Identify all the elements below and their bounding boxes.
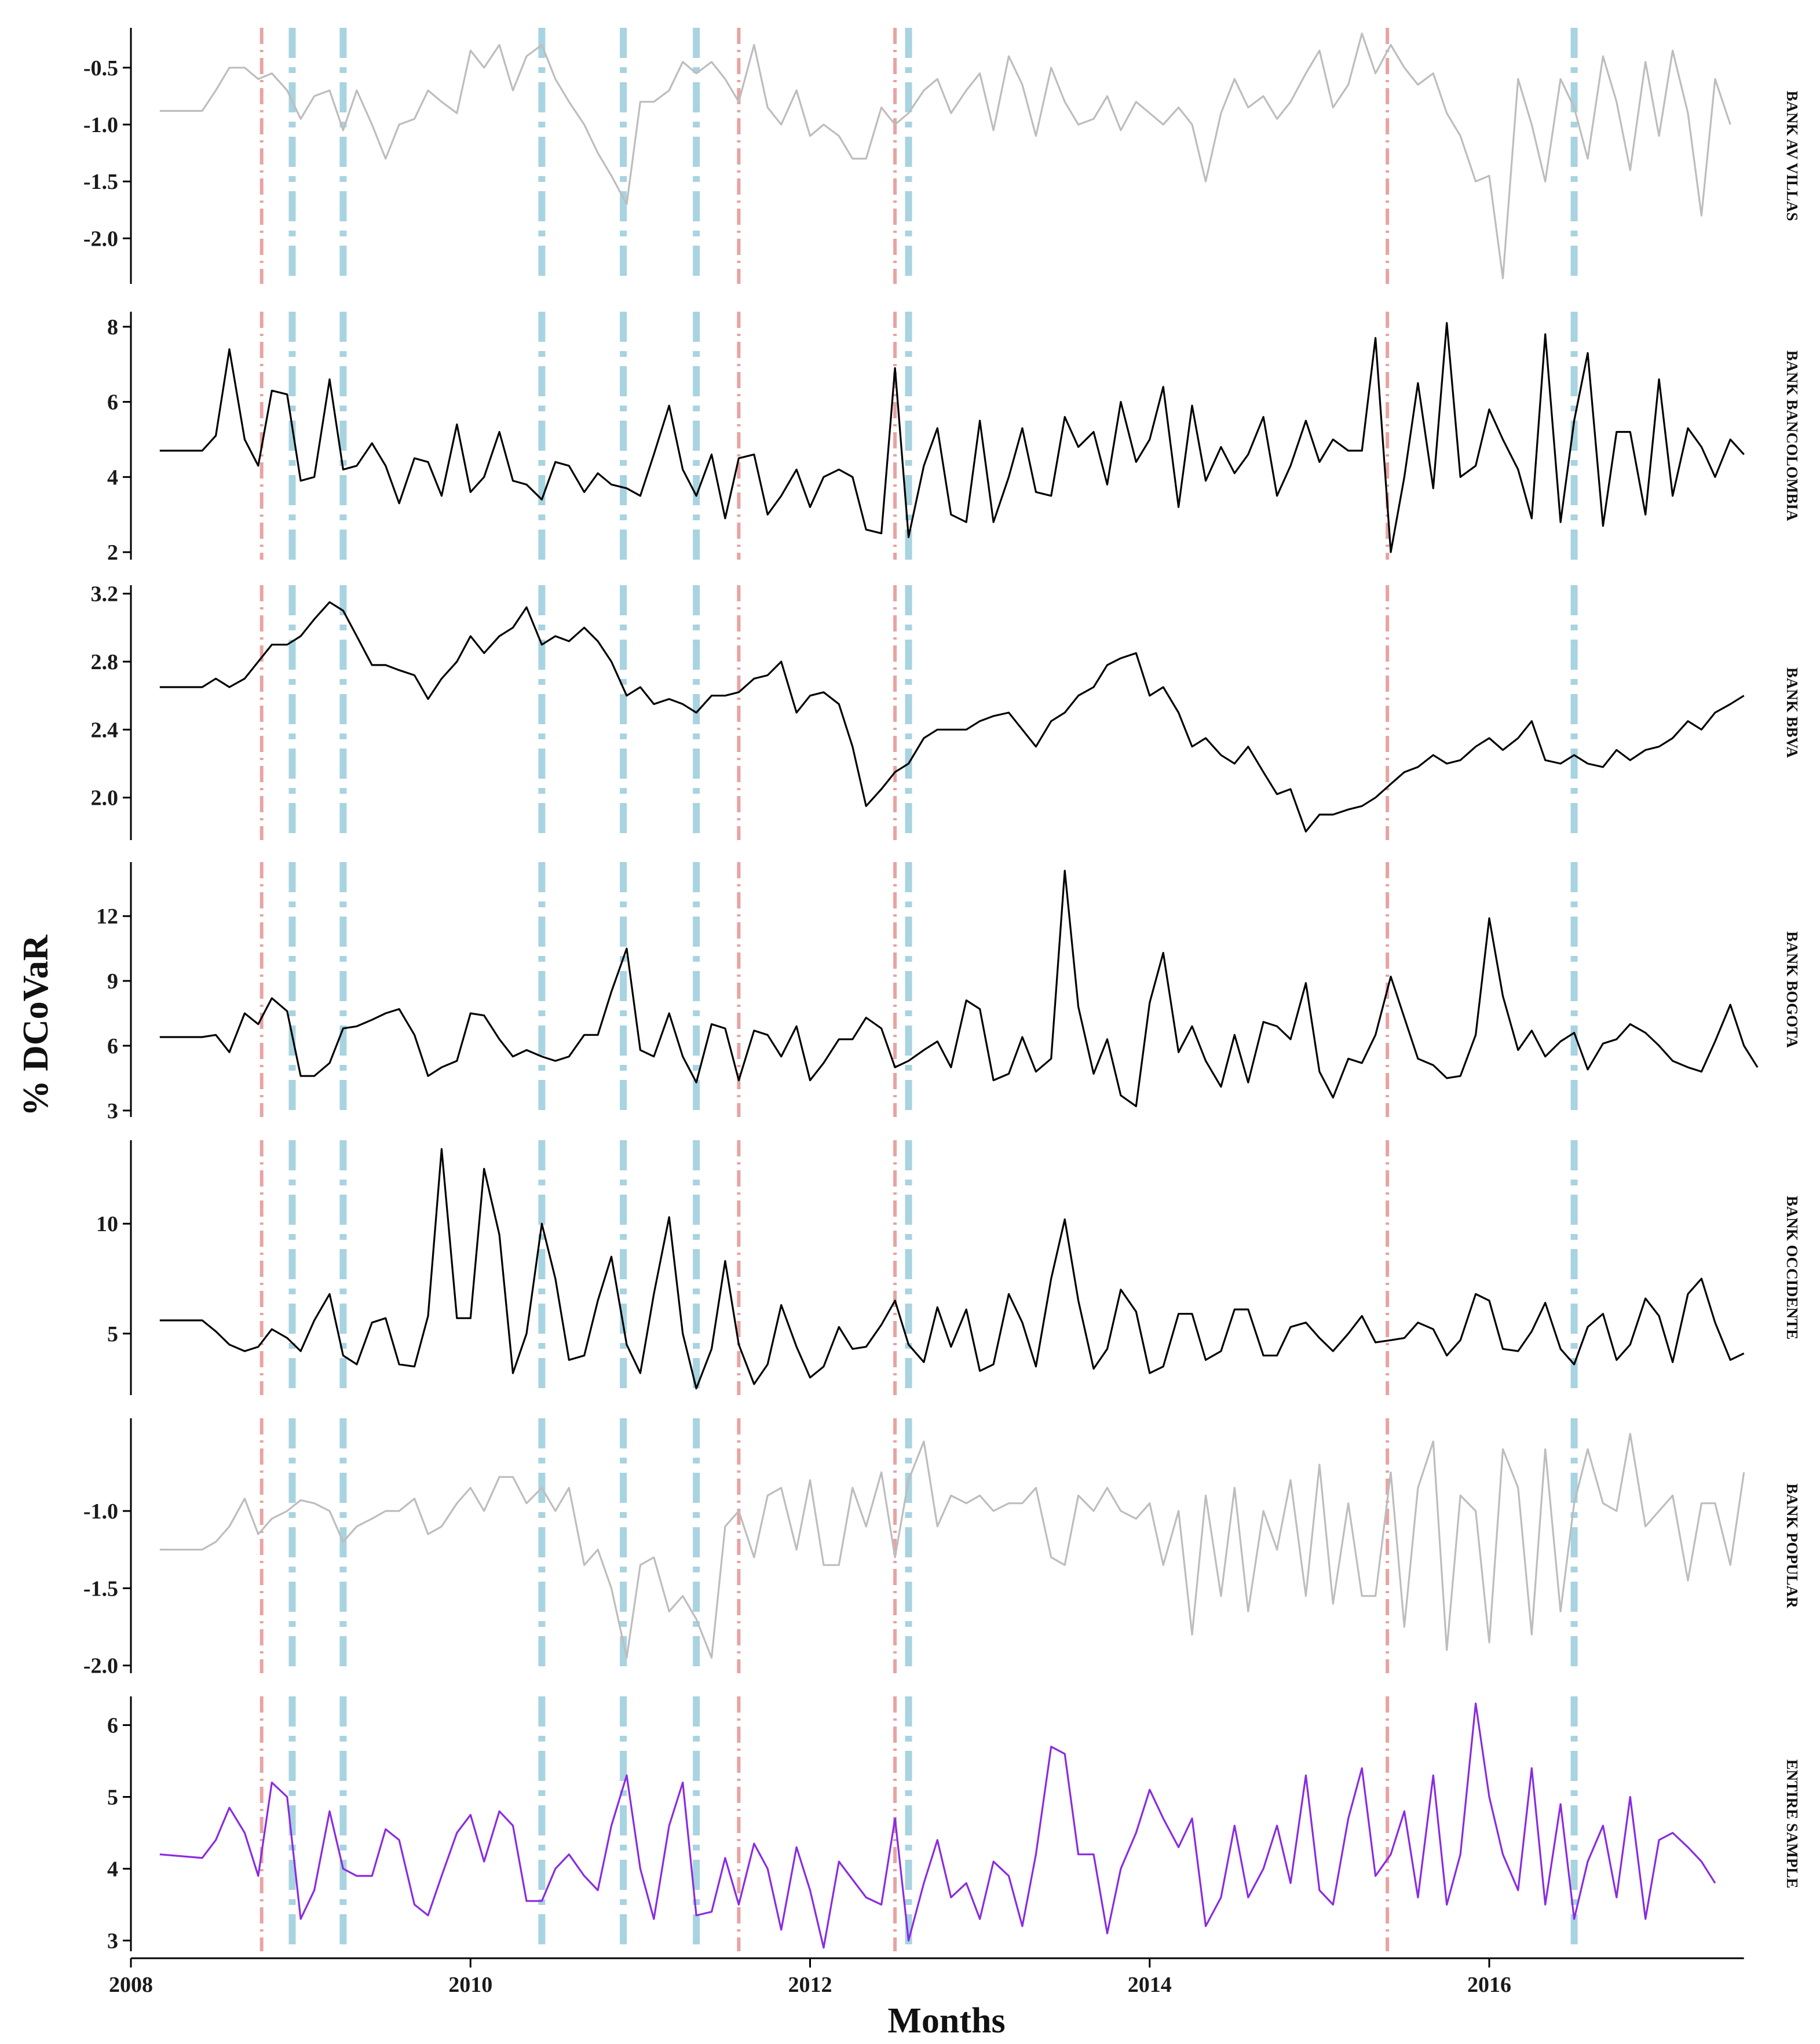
series-line [159, 1702, 1716, 1949]
x-tick-label: 2016 [1467, 1973, 1511, 1997]
y-axis-title: % DCoVaR [16, 934, 56, 1116]
series-line [159, 322, 1745, 553]
y-tick-label: 2 [107, 541, 118, 565]
panels: -2.0 -1.5 -1.0 -0.5 BANK AV VILLAS 2 4 6 8 BANK B… [83, 28, 1801, 1953]
y-tick-label: 2.4 [91, 718, 119, 742]
x-tick-label: 2008 [109, 1973, 153, 1997]
y-tick-label: -0.5 [83, 56, 118, 81]
panel-2: 2.0 2.4 2.8 3.2 BANK BBVA [91, 582, 1801, 840]
y-tick-label: 2.0 [91, 786, 119, 811]
y-tick-label: 5 [107, 1786, 118, 1810]
y-tick-label: -1.0 [83, 1499, 118, 1524]
panel-label: BANK BOGOTA [1784, 931, 1801, 1048]
x-axis: 2008 2010 2012 2014 2016 [109, 1957, 1744, 1997]
y-tick-label: 12 [96, 904, 118, 929]
panel-label: ENTIRE SAMPLE [1784, 1760, 1801, 1889]
y-tick-label: 3 [107, 1929, 118, 1953]
y-tick-label: 2.8 [91, 650, 119, 674]
y-tick-label: 4 [107, 1857, 118, 1881]
y-tick-label: 6 [107, 390, 118, 415]
series-line [159, 32, 1731, 279]
x-tick-label: 2014 [1128, 1973, 1172, 1997]
y-tick-label: 6 [107, 1034, 118, 1058]
y-tick-label: 5 [107, 1322, 118, 1346]
y-tick-label: 3 [107, 1099, 118, 1123]
series-line [159, 601, 1745, 833]
x-axis-title: Months [887, 2001, 1005, 2041]
panel-3: 3 6 9 12 BANK BOGOTA [96, 862, 1801, 1123]
panel-1: 2 4 6 8 BANK BANCOLOMBIA [107, 312, 1801, 565]
panel-5: -2.0 -1.5 -1.0 BANK POPULAR [83, 1418, 1801, 1678]
x-tick-label: 2012 [788, 1973, 832, 1997]
panel-label: BANK AV VILLAS [1784, 90, 1801, 221]
y-tick-label: -1.5 [83, 170, 118, 194]
panel-4: 5 10 BANK OCCIDENTE [96, 1140, 1801, 1395]
panel-label: BANK BBVA [1784, 667, 1801, 758]
y-tick-label: 4 [107, 465, 118, 490]
panel-label: BANK OCCIDENTE [1784, 1196, 1801, 1339]
series-line [159, 1148, 1745, 1390]
panel-6: 3 4 5 6 ENTIRE SAMPLE [107, 1696, 1801, 1953]
y-tick-label: -2.0 [83, 1654, 118, 1678]
panel-label: BANK BANCOLOMBIA [1784, 351, 1801, 521]
series-line [159, 1433, 1745, 1659]
series-line [159, 870, 1759, 1108]
y-tick-label: 8 [107, 315, 118, 340]
panel-label: BANK POPULAR [1784, 1483, 1801, 1608]
x-tick-label: 2010 [448, 1973, 492, 1997]
y-tick-label: -1.0 [83, 113, 118, 137]
y-tick-label: -1.5 [83, 1576, 118, 1601]
y-tick-label: 3.2 [91, 582, 119, 607]
y-tick-label: 6 [107, 1714, 118, 1738]
panel-0: -2.0 -1.5 -1.0 -0.5 BANK AV VILLAS [83, 28, 1801, 284]
y-tick-label: 9 [107, 969, 118, 994]
y-tick-label: 10 [96, 1212, 118, 1236]
y-tick-label: -2.0 [83, 227, 118, 251]
